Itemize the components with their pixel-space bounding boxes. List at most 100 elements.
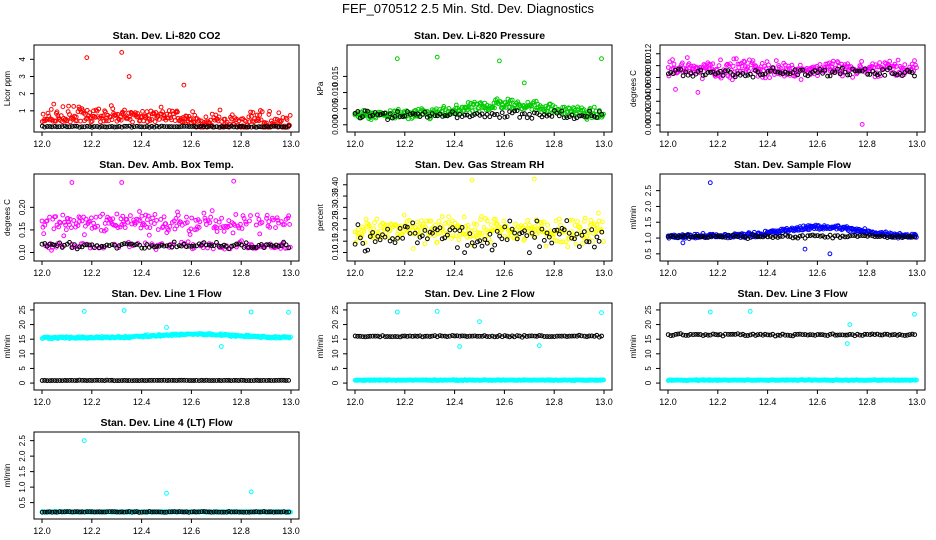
x-tick-label: 12.8 <box>545 139 563 149</box>
reference-point <box>42 124 47 130</box>
data-point <box>912 58 917 64</box>
data-point <box>573 241 579 247</box>
data-point <box>92 225 98 230</box>
data-points <box>665 180 919 257</box>
data-point <box>483 107 489 113</box>
data-point <box>92 115 98 120</box>
reference-point <box>439 333 445 339</box>
reference-point <box>517 333 522 339</box>
data-point <box>877 60 883 66</box>
x-tick-label: 12.6 <box>809 397 827 407</box>
reference-point <box>787 71 793 76</box>
reference-point <box>380 111 386 116</box>
reference-point <box>830 331 836 337</box>
reference-point <box>241 378 247 383</box>
reference-point <box>738 332 743 338</box>
reference-point <box>87 124 93 129</box>
data-point <box>859 122 865 127</box>
data-point <box>773 58 779 63</box>
reference-point <box>765 68 771 74</box>
data-point <box>197 219 203 225</box>
data-point <box>587 106 593 111</box>
reference-point <box>740 71 746 76</box>
data-point <box>415 219 420 225</box>
data-point <box>137 209 142 214</box>
reference-point <box>683 333 689 338</box>
data-point <box>56 224 61 230</box>
reference-point <box>72 378 78 383</box>
data-point <box>145 213 151 219</box>
reference-point <box>171 378 177 383</box>
data-point <box>152 212 158 217</box>
chart-title: Stan. Dev. Sample Flow <box>734 159 852 171</box>
reference-point <box>517 231 522 237</box>
reference-point <box>385 334 390 339</box>
y-tick-label: 0.010 <box>644 55 653 76</box>
reference-point <box>817 233 823 239</box>
reference-point <box>727 69 733 75</box>
data-point <box>208 214 214 220</box>
reference-point <box>164 509 170 515</box>
data-point <box>710 61 716 67</box>
reference-point <box>507 218 513 224</box>
reference-point <box>683 69 689 75</box>
reference-point <box>405 109 410 115</box>
reference-point <box>569 112 575 118</box>
x-tick-label: 12.8 <box>545 268 563 278</box>
data-point <box>484 218 490 224</box>
reference-point <box>286 509 292 515</box>
x-tick-label: 12.8 <box>232 397 250 407</box>
data-point <box>287 222 293 227</box>
reference-point <box>395 109 400 115</box>
x-tick-label: 12.2 <box>709 268 727 278</box>
reference-point <box>176 124 182 130</box>
data-point <box>135 111 141 116</box>
reference-point <box>278 509 284 515</box>
data-point <box>147 225 153 231</box>
reference-point <box>57 378 63 383</box>
x-tick-label: 12.8 <box>232 139 250 149</box>
data-point <box>733 56 739 62</box>
reference-point <box>251 244 257 250</box>
reference-point <box>144 242 150 247</box>
reference-point <box>251 378 257 383</box>
data-point <box>152 221 157 227</box>
data-point <box>385 234 391 240</box>
reference-point <box>479 111 485 117</box>
data-point <box>501 218 507 224</box>
data-point <box>219 215 225 221</box>
y-tick-label: 5 <box>331 366 340 371</box>
reference-point <box>670 71 676 77</box>
reference-point <box>554 333 560 339</box>
reference-point <box>830 69 835 75</box>
plot-frame <box>346 173 613 262</box>
data-point <box>67 112 72 117</box>
reference-point <box>362 334 368 340</box>
reference-point <box>129 241 135 247</box>
reference-point <box>454 115 460 121</box>
y-tick-label: 25 <box>644 305 653 314</box>
reference-point <box>529 230 535 236</box>
data-point <box>276 110 282 116</box>
reference-point <box>668 70 673 76</box>
reference-point <box>860 233 865 239</box>
y-tick-label: 3 <box>18 74 27 79</box>
reference-point <box>785 332 791 338</box>
chart-title: Stan. Dev. Line 1 Flow <box>111 288 222 300</box>
data-point <box>222 116 228 122</box>
data-point <box>143 212 149 218</box>
data-point <box>434 54 440 60</box>
reference-point <box>417 114 423 119</box>
reference-point <box>527 333 532 339</box>
reference-point <box>407 333 413 339</box>
data-point <box>209 208 215 214</box>
data-point <box>150 215 155 221</box>
reference-point <box>502 224 508 230</box>
data-point <box>216 219 222 225</box>
data-point <box>494 96 500 102</box>
data-point <box>395 106 401 112</box>
reference-point <box>286 378 292 383</box>
reference-point <box>392 114 398 119</box>
data-point <box>423 224 429 230</box>
reference-point <box>810 232 815 238</box>
